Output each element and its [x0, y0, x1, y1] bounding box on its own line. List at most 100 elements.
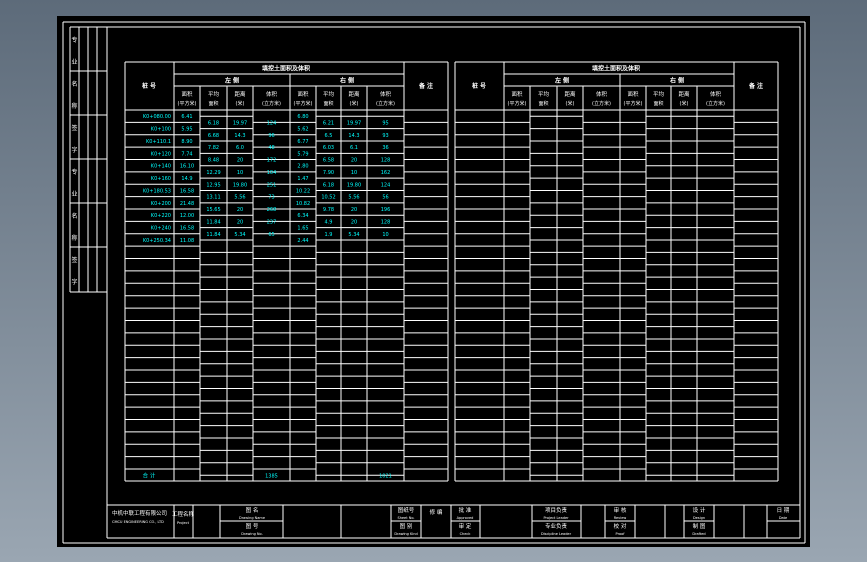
station-cell: K0+120 — [151, 151, 171, 157]
col-subheader: 面积 — [208, 100, 218, 107]
left-dist-cell: 6.0 — [236, 145, 244, 151]
col-subheader: (立方米) — [376, 100, 395, 107]
right-avg-cell: 6.58 — [323, 158, 334, 164]
drawing-sheet — [57, 16, 810, 547]
left-dist-cell: 14.3 — [234, 133, 245, 139]
col-subheader: (米) — [680, 100, 689, 107]
left-dist-cell: 5.56 — [234, 195, 245, 201]
col-subheader: 面积 — [653, 100, 663, 107]
side-bar-label: 签 — [71, 124, 77, 132]
left-area-cell: 6.41 — [181, 114, 192, 120]
side-bar-label: 名 — [71, 80, 77, 88]
col-subheader: (立方米) — [592, 100, 611, 107]
right-avg-cell: 1.9 — [325, 232, 333, 238]
col-subheader: (立方米) — [706, 100, 725, 107]
left-area-cell: 8.90 — [181, 139, 192, 145]
col-station-header: 桩 号 — [142, 82, 156, 90]
col-note-header: 备 注 — [748, 82, 763, 90]
right-avg-cell: 6.03 — [323, 145, 334, 151]
right-area-cell: 1.65 — [297, 226, 308, 232]
side-bar-label: 业 — [71, 58, 77, 66]
title-block-draw-en: Drafted — [692, 532, 705, 536]
title-block-drawing-name-en: Drawing Name — [239, 516, 265, 520]
frame-lines — [62, 21, 806, 544]
left-dist-cell: 20 — [237, 158, 243, 164]
title-block-discipline-lead: 专业负责 — [545, 522, 568, 530]
title-block-review: 审 核 — [614, 506, 627, 514]
side-bar-label: 称 — [71, 102, 77, 110]
title-block-sheet-no-en: Sheet No. — [397, 516, 414, 520]
total-label: 合 计 — [143, 472, 156, 480]
side-bar-label: 字 — [71, 146, 77, 154]
table-title: 填挖土面积及体积 — [262, 65, 310, 73]
left-avg-cell: 8.48 — [208, 158, 219, 164]
title-block-date-en: Date — [779, 516, 787, 520]
title-block-approve: 批 准 — [459, 506, 472, 514]
right-dist-cell: 10 — [351, 170, 357, 176]
right-vol-cell: 36 — [382, 145, 388, 151]
title-block-draw: 制 图 — [693, 522, 706, 530]
right-dist-cell: 14.3 — [348, 133, 359, 139]
col-subheader: (平方米) — [624, 100, 643, 107]
station-cell: K0+140 — [151, 164, 171, 170]
side-bar-label: 专 — [71, 168, 77, 176]
station-cell: K0+100 — [151, 127, 171, 133]
total-right-volume: 1021 — [379, 474, 392, 480]
left-area-cell: 7.74 — [181, 151, 192, 157]
col-subheader: 距离 — [348, 90, 360, 98]
right-dist-cell: 20 — [351, 207, 357, 213]
left-vol-cell: 251 — [267, 182, 277, 188]
title-block-drawing-kind-en: Drawing Kind — [394, 532, 417, 536]
right-avg-cell: 6.5 — [325, 133, 333, 139]
right-side-header: 右 侧 — [339, 77, 354, 85]
left-dist-cell: 5.34 — [234, 232, 245, 238]
left-area-cell: 16.58 — [180, 188, 194, 194]
title-block-revise: 修 编 — [430, 508, 443, 516]
station-cell: K0+080.00 — [143, 114, 171, 120]
left-avg-cell: 13.11 — [206, 195, 220, 201]
right-area-cell: 10.22 — [296, 188, 310, 194]
side-bar-label: 称 — [71, 234, 77, 242]
right-area-cell: 5.62 — [297, 127, 308, 133]
left-dist-cell: 19.97 — [233, 120, 247, 126]
station-cell: K0+110.1 — [146, 139, 171, 145]
col-subheader: 体积 — [380, 90, 392, 98]
title-block-discipline-lead-en: Discipline Leader — [541, 532, 572, 536]
station-cell: K0+240 — [151, 226, 171, 232]
col-subheader: 距离 — [564, 90, 576, 98]
title-block-review-en: Review — [614, 516, 627, 520]
left-vol-cell: 237 — [267, 219, 277, 225]
right-vol-cell: 124 — [381, 182, 391, 188]
left-dist-cell: 10 — [237, 170, 243, 176]
title-block-design: 设 计 — [693, 506, 706, 514]
right-avg-cell: 7.90 — [323, 170, 334, 176]
title-block-approve-en: Approved — [457, 516, 474, 520]
title-block-check-en: Check — [460, 532, 472, 536]
drawing-text: 专业名称签字专业名称签字填挖土面积及体积桩 号备 注左 侧右 侧面积(平方米)平… — [71, 36, 789, 536]
col-subheader: 距离 — [678, 90, 690, 98]
right-vol-cell: 128 — [381, 219, 391, 225]
title-block-drawing-kind: 图 别 — [400, 522, 413, 530]
left-vol-cell: 104 — [267, 170, 277, 176]
col-subheader: (米) — [236, 100, 245, 107]
right-area-cell: 6.77 — [297, 139, 308, 145]
left-dist-cell: 20 — [237, 207, 243, 213]
left-area-cell: 21.48 — [180, 201, 194, 207]
col-subheader: 面积 — [181, 91, 193, 98]
title-block-proof: 校 对 — [614, 522, 627, 530]
left-avg-cell: 6.68 — [208, 133, 219, 139]
title-block-sheet-no: 图纸号 — [398, 506, 415, 514]
right-vol-cell: 93 — [382, 133, 388, 139]
title-block-check: 审 定 — [459, 522, 472, 530]
left-dist-cell: 20 — [237, 219, 243, 225]
col-subheader: 平均 — [538, 90, 550, 98]
right-dist-cell: 19.80 — [347, 182, 361, 188]
left-side-header: 左 侧 — [554, 77, 569, 85]
company-name-cn: 中机中联工程有限公司 — [112, 509, 167, 517]
station-cell: K0+200 — [151, 201, 171, 207]
title-block-date: 日 期 — [777, 507, 790, 514]
left-area-cell: 12.00 — [180, 213, 194, 219]
col-subheader: 体积 — [266, 90, 278, 98]
right-area-cell: 6.34 — [297, 213, 308, 219]
